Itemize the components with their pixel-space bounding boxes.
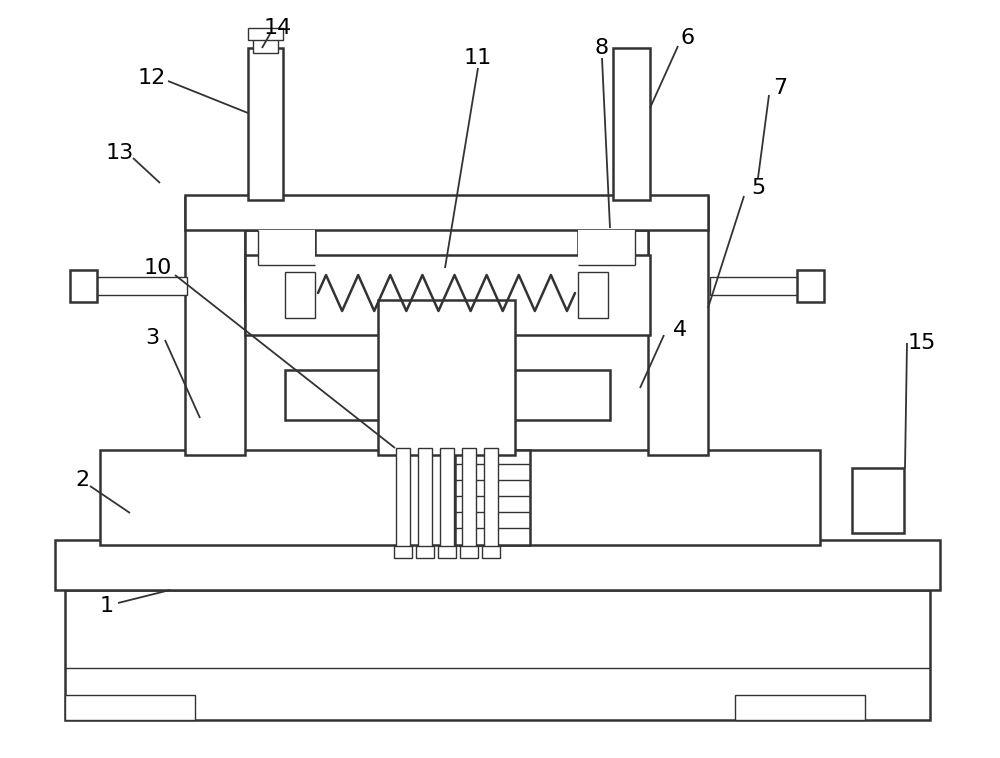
Polygon shape: [396, 448, 410, 553]
Polygon shape: [438, 546, 456, 558]
Polygon shape: [253, 38, 278, 53]
Polygon shape: [462, 448, 476, 553]
Polygon shape: [484, 448, 498, 553]
Text: 7: 7: [773, 78, 787, 98]
Polygon shape: [578, 230, 635, 265]
Polygon shape: [710, 277, 800, 295]
Text: 11: 11: [464, 48, 492, 68]
Polygon shape: [285, 370, 610, 420]
Text: 14: 14: [264, 18, 292, 38]
Text: 15: 15: [908, 333, 936, 353]
Polygon shape: [248, 28, 283, 40]
Text: 10: 10: [144, 258, 172, 278]
Text: 13: 13: [106, 143, 134, 163]
Polygon shape: [100, 450, 820, 545]
Text: 2: 2: [75, 470, 89, 490]
Polygon shape: [613, 48, 650, 200]
Polygon shape: [578, 230, 648, 300]
Polygon shape: [245, 230, 315, 300]
Polygon shape: [185, 197, 245, 455]
Polygon shape: [185, 195, 708, 230]
Polygon shape: [285, 272, 315, 318]
Polygon shape: [418, 448, 432, 553]
Polygon shape: [65, 695, 195, 720]
Polygon shape: [482, 546, 500, 558]
Text: 12: 12: [138, 68, 166, 88]
Polygon shape: [578, 272, 608, 318]
Text: 6: 6: [681, 28, 695, 48]
Polygon shape: [55, 540, 940, 590]
Polygon shape: [460, 546, 478, 558]
Text: 8: 8: [595, 38, 609, 58]
Polygon shape: [378, 300, 515, 455]
Text: 1: 1: [100, 596, 114, 616]
Text: 5: 5: [751, 178, 765, 198]
Polygon shape: [95, 277, 187, 295]
Text: 4: 4: [673, 320, 687, 340]
Polygon shape: [70, 270, 97, 302]
Polygon shape: [797, 270, 824, 302]
Polygon shape: [852, 468, 904, 533]
Polygon shape: [394, 546, 412, 558]
Polygon shape: [65, 590, 930, 720]
Polygon shape: [416, 546, 434, 558]
Polygon shape: [245, 255, 650, 335]
Polygon shape: [648, 197, 708, 455]
Text: 3: 3: [145, 328, 159, 348]
Polygon shape: [735, 695, 865, 720]
Polygon shape: [455, 450, 530, 545]
Polygon shape: [248, 48, 283, 200]
Polygon shape: [440, 448, 454, 553]
Polygon shape: [258, 230, 315, 265]
